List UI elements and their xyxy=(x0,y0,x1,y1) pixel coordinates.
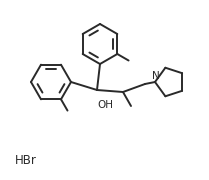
Text: HBr: HBr xyxy=(15,154,37,166)
Text: N: N xyxy=(152,71,160,81)
Text: OH: OH xyxy=(97,100,113,110)
